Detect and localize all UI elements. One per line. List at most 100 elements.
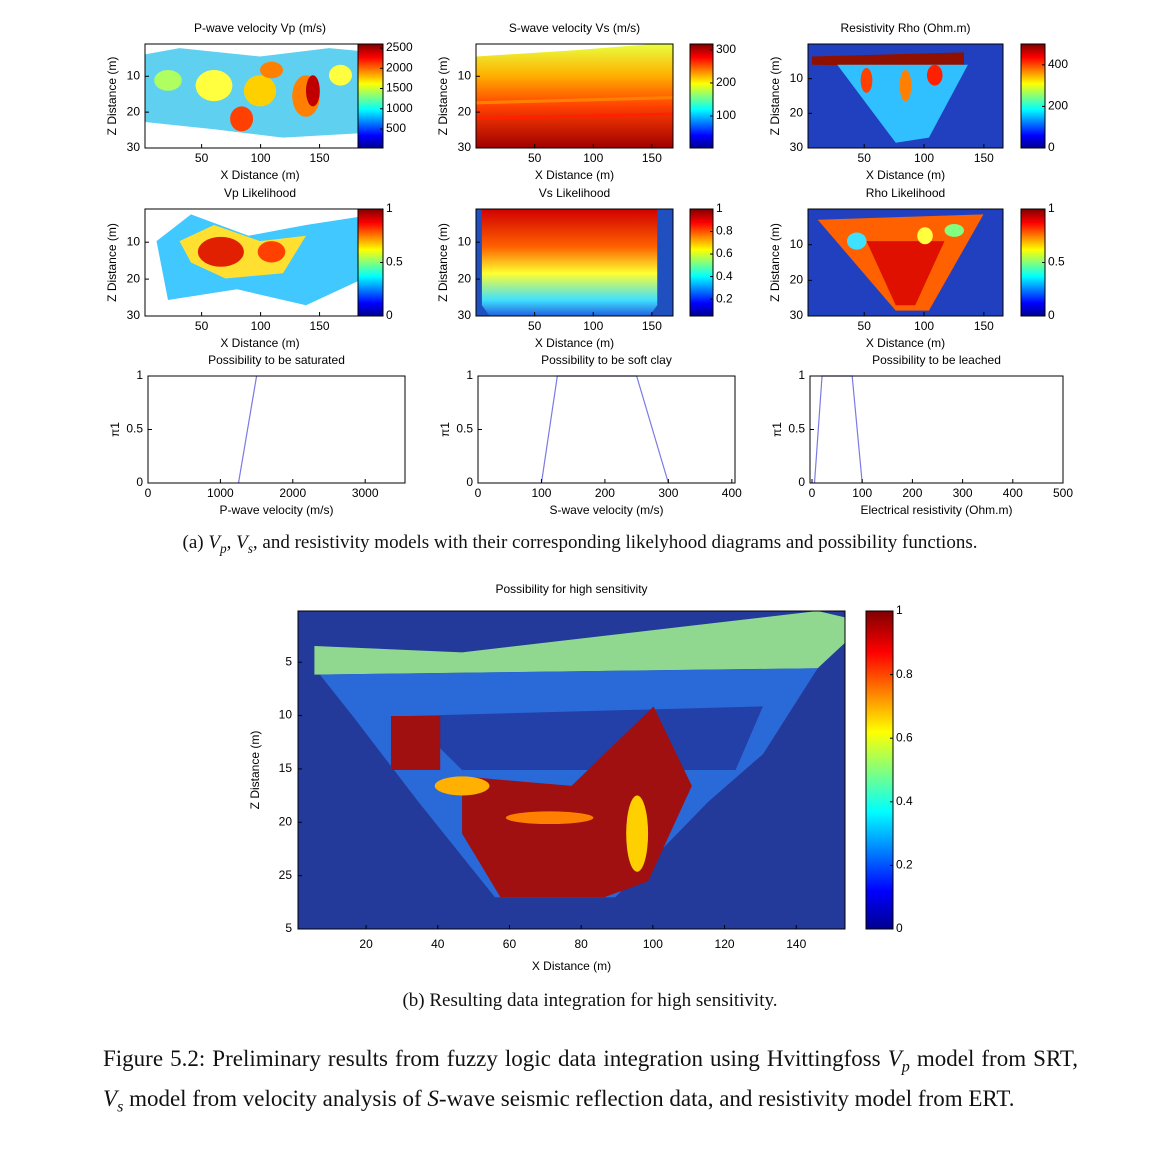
caption-text: model from velocity analysis of <box>123 1085 428 1111</box>
colorbar-tick-label: 0.8 <box>896 667 913 681</box>
y-tick-label: 30 <box>790 140 804 154</box>
map-region <box>314 611 845 675</box>
colorbar-tick-label: 500 <box>386 121 406 135</box>
x-tick-label: 0 <box>809 486 816 500</box>
colorbar-tick-label: 2000 <box>386 60 413 74</box>
y-tick-label: 20 <box>127 271 141 285</box>
caption-text: model from SRT, <box>909 1046 1078 1071</box>
chart-title: Possibility to be saturated <box>208 353 345 367</box>
y-tick-label: 10 <box>127 68 141 82</box>
caption-text: -wave seismic reflection data, and resis… <box>438 1085 1015 1111</box>
plot-frame <box>807 43 1004 149</box>
caption-text: , <box>226 532 237 553</box>
y-tick-label: 10 <box>458 234 472 248</box>
colorbar-tick-label: 100 <box>716 108 736 122</box>
chart-title: Possibility to be soft clay <box>541 353 672 367</box>
y-tick-label: 10 <box>458 68 472 82</box>
chart-title: Possibility for high sensitivity <box>495 582 647 596</box>
y-tick-label: 1 <box>136 368 143 382</box>
x-tick-label: 120 <box>715 937 735 951</box>
y-tick-label: 10 <box>127 234 141 248</box>
plot-frame <box>475 43 674 149</box>
y-tick-label: 10 <box>279 708 293 722</box>
chart-title: Rho Likelihood <box>866 186 945 200</box>
colorbar-tick-label: 0.6 <box>716 246 733 260</box>
x-tick-label: 100 <box>643 937 663 951</box>
caption-text: S <box>427 1085 439 1111</box>
y-axis-label: Z Distance (m) <box>768 57 782 136</box>
y-axis-label: Z Distance (m) <box>105 57 119 136</box>
x-tick-label: 0 <box>145 486 152 500</box>
x-tick-label: 0 <box>475 486 482 500</box>
colorbar <box>357 208 384 317</box>
y-tick-label: 10 <box>790 71 804 85</box>
y-tick-label: 20 <box>458 104 472 118</box>
x-tick-label: 100 <box>914 319 934 333</box>
y-tick-label: 0 <box>466 475 473 489</box>
caption-text: V <box>103 1085 118 1111</box>
chart-title: P-wave velocity Vp (m/s) <box>194 21 326 35</box>
caption-a: (a) Vp, Vs, and resistivity models with … <box>0 532 1160 557</box>
x-tick-label: 400 <box>1003 486 1023 500</box>
chart-title: S-wave velocity Vs (m/s) <box>509 21 640 35</box>
map-region <box>899 70 912 102</box>
x-tick-label: 50 <box>528 319 542 333</box>
colorbar-tick-label: 0 <box>1048 140 1055 154</box>
x-tick-label: 50 <box>858 151 872 165</box>
y-axis-label: π1 <box>770 422 784 437</box>
x-tick-label: 100 <box>852 486 872 500</box>
colorbar-tick-label: 1500 <box>386 81 413 95</box>
colorbar-tick-label: 200 <box>1048 99 1068 113</box>
plot-frame <box>477 375 736 484</box>
x-tick-label: 150 <box>642 319 662 333</box>
colorbar-tick-label: 0.2 <box>716 291 733 305</box>
colorbar-tick-label: 300 <box>716 42 736 56</box>
caption-text: (a) <box>182 532 209 553</box>
y-tick-label: 0 <box>136 475 143 489</box>
map-region <box>195 70 233 102</box>
x-tick-label: 100 <box>914 151 934 165</box>
colorbar <box>357 43 384 149</box>
y-tick-label: 1 <box>798 368 805 382</box>
x-tick-label: 3000 <box>352 486 379 500</box>
map-region <box>866 241 945 306</box>
map-region <box>257 241 286 263</box>
caption-text: V <box>887 1046 902 1071</box>
map-region <box>407 706 763 770</box>
x-tick-label: 400 <box>722 486 742 500</box>
y-tick-label: 25 <box>279 868 293 882</box>
map-region <box>243 75 277 107</box>
y-tick-label: 5 <box>285 654 292 668</box>
x-tick-label: 100 <box>251 151 271 165</box>
colorbar <box>865 610 894 930</box>
colorbar-tick-label: 0.4 <box>896 794 913 808</box>
x-tick-label: 500 <box>1053 486 1073 500</box>
x-tick-label: 20 <box>359 937 373 951</box>
x-axis-label: P-wave velocity (m/s) <box>219 503 333 517</box>
colorbar <box>1020 208 1046 317</box>
y-tick-label: 0.5 <box>126 422 143 436</box>
map-region <box>481 209 658 316</box>
x-tick-label: 50 <box>528 151 542 165</box>
map-region <box>306 75 320 107</box>
figure-caption: Figure 5.2: Preliminary results from fuz… <box>103 1043 1078 1122</box>
chart-title: Resistivity Rho (Ohm.m) <box>840 21 970 35</box>
colorbar-tick-label: 400 <box>1048 57 1068 71</box>
colorbar-tick-label: 0.8 <box>716 224 733 238</box>
y-axis-label: π1 <box>108 422 122 437</box>
colorbar-tick-label: 0.2 <box>896 858 913 872</box>
plot-frame <box>147 375 406 484</box>
x-tick-label: 1000 <box>207 486 234 500</box>
caption-text: V <box>208 532 220 553</box>
x-axis-label: X Distance (m) <box>220 168 299 182</box>
map-region <box>230 106 254 132</box>
y-tick-label: 0.5 <box>456 422 473 436</box>
map-region <box>476 96 673 105</box>
colorbar-tick-label: 0.5 <box>1048 255 1065 269</box>
x-tick-label: 100 <box>251 319 271 333</box>
colorbar <box>1020 43 1046 149</box>
colorbar-tick-label: 1 <box>386 201 393 215</box>
map-region <box>434 776 490 796</box>
x-tick-label: 50 <box>195 319 209 333</box>
y-axis-label: Z Distance (m) <box>436 223 450 302</box>
